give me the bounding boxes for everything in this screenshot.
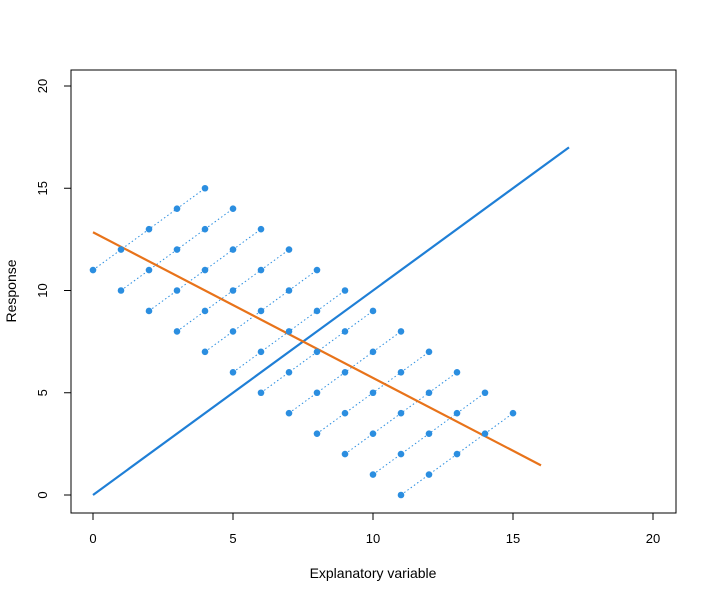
data-point [425,389,433,397]
y-tick-label: 15 [35,181,50,195]
data-point [257,307,265,315]
data-point [425,471,433,478]
data-points [89,184,517,499]
data-point [369,471,377,478]
data-point [341,450,349,458]
data-point [173,205,181,212]
data-point [285,328,293,335]
data-point [229,369,237,376]
data-point [285,409,293,417]
data-point [257,389,265,397]
x-axis-title: Explanatory variable [310,565,437,581]
data-point [481,430,489,437]
data-point [453,409,461,417]
x-tick-label: 0 [89,531,96,546]
data-point [425,430,433,437]
y-axis: 0 5 10 15 20 [35,79,72,499]
data-point [481,389,489,397]
data-point [453,450,461,458]
data-point [117,287,125,294]
y-axis-title: Response [3,259,19,322]
x-tick-label: 10 [366,531,380,546]
data-point [257,266,265,274]
data-point [341,328,349,335]
data-point [257,225,265,233]
data-point [397,409,405,417]
data-point [229,246,237,253]
data-point [257,348,265,356]
data-point [117,246,125,253]
data-point [173,328,181,335]
fit-lines [92,146,570,496]
x-tick-label: 5 [229,531,236,546]
data-point [145,307,153,315]
y-tick-label: 5 [35,389,50,396]
data-point [313,389,321,397]
data-point [369,430,377,437]
data-point [285,369,293,376]
data-point [173,246,181,253]
data-point [397,328,405,335]
data-point [313,430,321,437]
data-point [201,348,209,356]
y-tick-label: 10 [35,283,50,297]
data-point [201,266,209,274]
y-tick-label: 20 [35,79,50,93]
data-point [201,307,209,315]
x-axis: 0 5 10 15 20 [89,512,660,546]
data-point [369,307,377,315]
data-point [313,266,321,274]
data-point [285,287,293,294]
data-point [201,184,209,192]
data-point [369,389,377,397]
data-point [201,225,209,233]
data-point [145,225,153,233]
data-point [397,369,405,376]
data-point [229,287,237,294]
data-point [341,287,349,294]
data-point [229,328,237,335]
data-point [397,450,405,458]
data-point [397,491,405,499]
data-point [369,348,377,356]
data-point [313,348,321,356]
data-point [425,348,433,356]
data-point [313,307,321,315]
y-tick-label: 0 [35,491,50,498]
data-point [229,205,237,212]
data-point [89,266,97,274]
x-tick-label: 15 [506,531,520,546]
plot-frame [70,69,677,514]
data-point [145,266,153,274]
blue-line [92,146,570,496]
data-point [173,287,181,294]
data-point [341,369,349,376]
data-point [285,246,293,253]
data-point [453,369,461,376]
x-tick-label: 20 [646,531,660,546]
data-point [341,409,349,417]
data-point [509,409,517,417]
